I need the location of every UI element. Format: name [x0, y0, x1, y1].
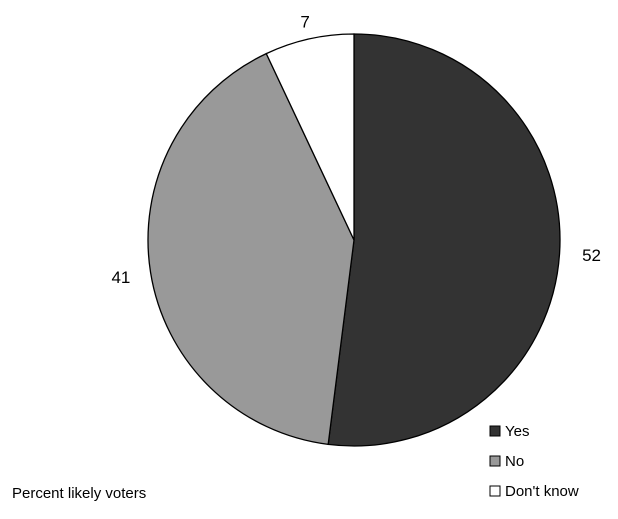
- pie-slice-no: [147, 52, 355, 446]
- pie-slice-don-t-know: [265, 33, 355, 241]
- data-labels: 52 41 7: [111, 12, 601, 287]
- pie-slice-yes: [327, 33, 561, 447]
- legend-swatch-no: [489, 455, 501, 467]
- chart-note: Percent likely voters: [12, 485, 146, 502]
- legend-label-yes: Yes: [505, 423, 529, 440]
- pie-slices: [147, 33, 561, 447]
- legend: Yes No Don't know: [489, 423, 579, 500]
- legend-swatch-don-t-know: [489, 485, 501, 497]
- data-label-no: 41: [111, 268, 130, 287]
- legend-label-don-t-know: Don't know: [505, 483, 579, 500]
- data-label-don-t-know: 7: [300, 12, 309, 31]
- data-label-yes: 52: [582, 246, 601, 265]
- legend-swatch-yes: [489, 425, 501, 437]
- legend-label-no: No: [505, 453, 524, 470]
